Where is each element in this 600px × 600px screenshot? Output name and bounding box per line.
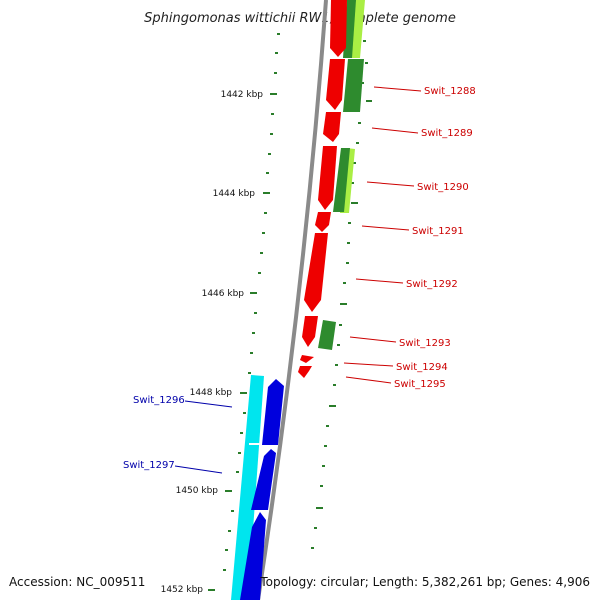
gene-label[interactable]: Swit_1288 xyxy=(424,86,476,97)
tick-label: 1444 kbp xyxy=(213,189,256,199)
gene-label[interactable]: Swit_1296 xyxy=(133,395,185,406)
gene-label[interactable]: Swit_1289 xyxy=(421,128,473,139)
genome-summary-text: Topology: circular; Length: 5,382,261 bp… xyxy=(260,575,590,589)
gene-label[interactable]: Swit_1291 xyxy=(412,226,464,237)
tick-label: 1452 kbp xyxy=(161,585,204,595)
forward-features xyxy=(318,0,365,350)
tick-label: 1450 kbp xyxy=(176,486,219,496)
callout-lines xyxy=(174,86,422,474)
tick-labels: 1442 kbp 1444 kbp 1446 kbp 1448 kbp 1450… xyxy=(161,90,264,595)
gene-label[interactable]: Swit_1297 xyxy=(123,460,175,471)
tick-marks xyxy=(208,33,372,591)
accession-text: Accession: NC_009511 xyxy=(9,575,146,589)
gene-labels-right: Swit_1288 Swit_1289 Swit_1290 Swit_1291 … xyxy=(394,86,476,390)
genome-backbone xyxy=(256,0,328,600)
gene-label[interactable]: Swit_1294 xyxy=(396,362,448,373)
forward-genes xyxy=(298,0,347,378)
map-title: Sphingomonas wittichii RW1, complete gen… xyxy=(144,11,456,26)
tick-label: 1442 kbp xyxy=(221,90,264,100)
gene-label[interactable]: Swit_1290 xyxy=(417,182,469,193)
gene-labels-left: Swit_1296 Swit_1297 xyxy=(123,395,185,471)
gene-label[interactable]: Swit_1295 xyxy=(394,379,446,390)
gene-label[interactable]: Swit_1293 xyxy=(399,338,451,349)
reverse-features xyxy=(231,375,264,600)
tick-label: 1448 kbp xyxy=(190,388,233,398)
reverse-genes xyxy=(240,379,284,600)
gene-label[interactable]: Swit_1292 xyxy=(406,279,458,290)
tick-label: 1446 kbp xyxy=(202,289,245,299)
